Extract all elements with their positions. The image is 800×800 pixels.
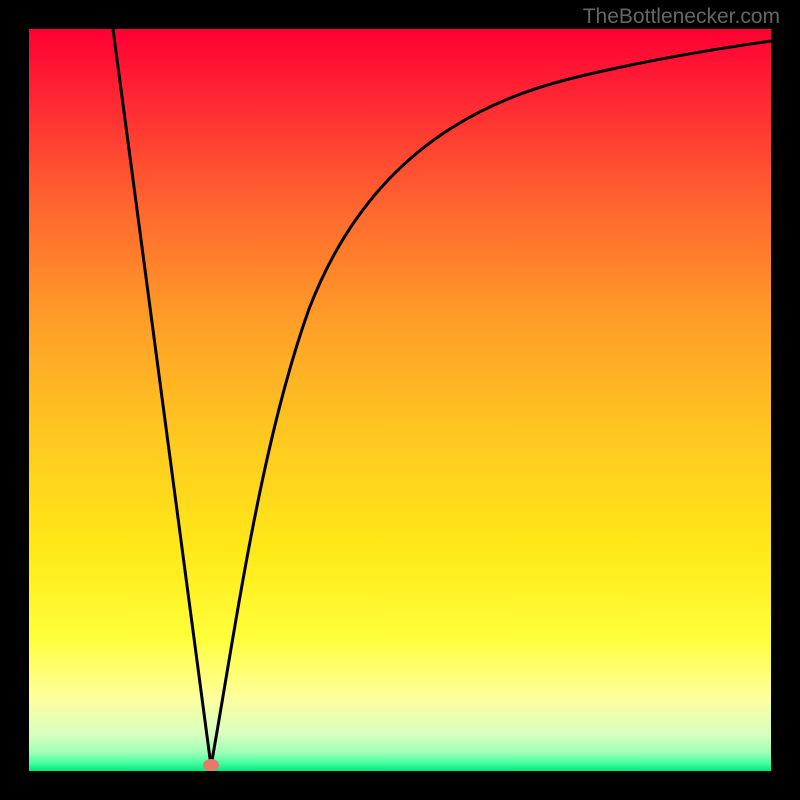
attribution-label: TheBottlenecker.com (583, 5, 780, 29)
gradient-background (29, 29, 771, 771)
chart-container: TheBottlenecker.com (0, 0, 800, 800)
plot-area (29, 29, 771, 771)
